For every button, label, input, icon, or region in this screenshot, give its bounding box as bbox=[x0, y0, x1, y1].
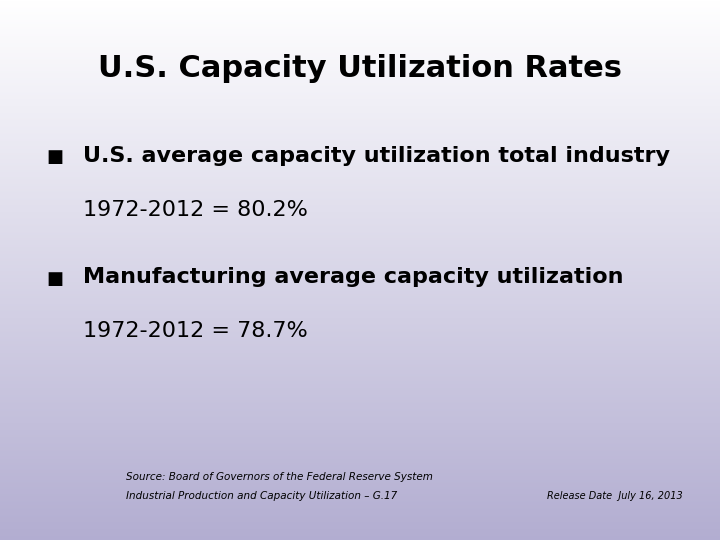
Text: ■: ■ bbox=[47, 270, 64, 288]
Text: Release Date  July 16, 2013: Release Date July 16, 2013 bbox=[547, 491, 683, 502]
Text: ■: ■ bbox=[47, 148, 64, 166]
Text: 1972-2012 = 80.2%: 1972-2012 = 80.2% bbox=[83, 200, 307, 220]
Text: U.S. average capacity utilization total industry: U.S. average capacity utilization total … bbox=[83, 146, 670, 166]
Text: 1972-2012 = 78.7%: 1972-2012 = 78.7% bbox=[83, 321, 307, 341]
Text: U.S. Capacity Utilization Rates: U.S. Capacity Utilization Rates bbox=[98, 54, 622, 83]
Text: Industrial Production and Capacity Utilization – G.17: Industrial Production and Capacity Utili… bbox=[126, 491, 397, 502]
Text: Manufacturing average capacity utilization: Manufacturing average capacity utilizati… bbox=[83, 267, 624, 287]
Text: Source: Board of Governors of the Federal Reserve System: Source: Board of Governors of the Federa… bbox=[126, 472, 433, 483]
